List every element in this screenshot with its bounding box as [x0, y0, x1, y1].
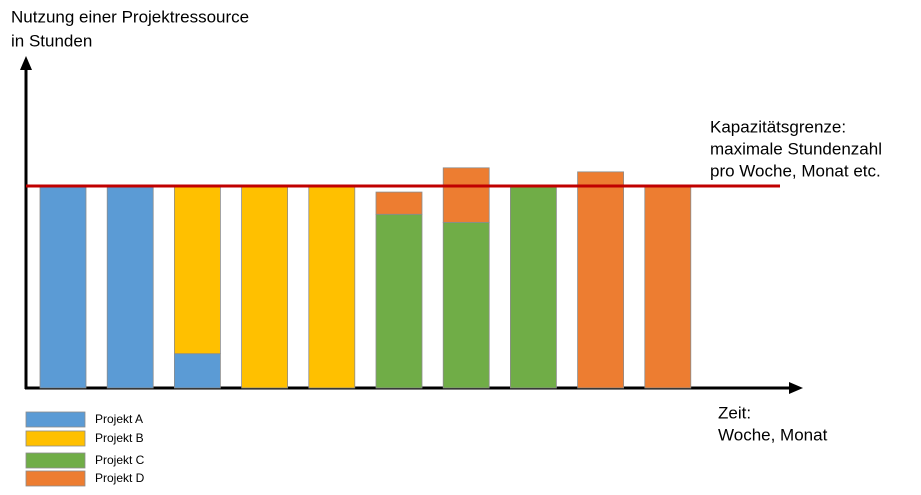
bar-segment — [106, 185, 154, 389]
bar-segment — [173, 185, 221, 355]
bar-segment — [509, 185, 557, 389]
legend-label: Projekt D — [95, 471, 145, 485]
capacity-label: pro Woche, Monat etc. — [710, 161, 881, 180]
capacity-label: Kapazitätsgrenze: — [710, 117, 846, 136]
bar-segment — [173, 353, 221, 389]
legend-swatch — [25, 411, 86, 428]
legend-label: Projekt B — [95, 431, 144, 445]
bar-segment — [375, 213, 423, 389]
x-axis-label: Woche, Monat — [718, 425, 828, 444]
y-axis-label: Nutzung einer Projektressource — [11, 7, 249, 26]
capacity-label: maximale Stundenzahl — [710, 139, 882, 158]
bar-segment — [442, 167, 490, 223]
bar-segment — [39, 185, 87, 389]
x-axis-arrow — [789, 382, 803, 394]
legend-swatch — [25, 430, 86, 447]
bar-segment — [375, 191, 423, 215]
legend-label: Projekt A — [95, 412, 143, 426]
legend-label: Projekt C — [95, 453, 145, 467]
bar-segment — [644, 185, 692, 389]
bar-segment — [577, 171, 624, 389]
legend-swatch — [25, 452, 86, 469]
bar-segment — [241, 185, 289, 389]
legend-swatch — [25, 470, 86, 487]
y-axis-arrow — [20, 56, 32, 70]
bar-segment — [308, 185, 356, 389]
x-axis-label: Zeit: — [718, 403, 751, 422]
y-axis-label: in Stunden — [11, 31, 92, 50]
bar-segment — [442, 221, 490, 389]
